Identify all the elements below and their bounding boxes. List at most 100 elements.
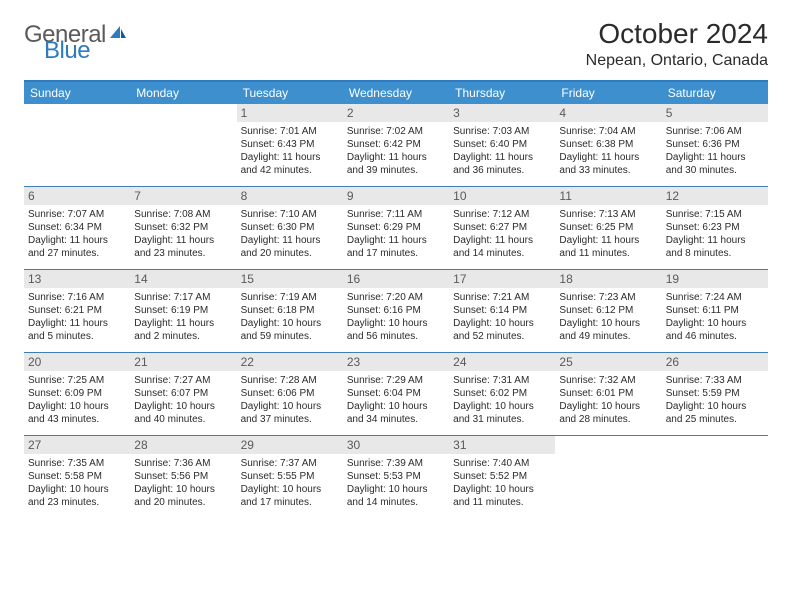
day-number: 22 xyxy=(237,353,343,371)
day-cell: 8Sunrise: 7:10 AMSunset: 6:30 PMDaylight… xyxy=(237,187,343,269)
sunset-line: Sunset: 6:04 PM xyxy=(347,387,445,400)
daylight-line: Daylight: 10 hours and 25 minutes. xyxy=(666,400,764,426)
daylight-line: Daylight: 10 hours and 31 minutes. xyxy=(453,400,551,426)
sunrise-line: Sunrise: 7:11 AM xyxy=(347,208,445,221)
sunset-line: Sunset: 6:02 PM xyxy=(453,387,551,400)
day-number: 21 xyxy=(130,353,236,371)
day-number: 12 xyxy=(662,187,768,205)
sunrise-line: Sunrise: 7:03 AM xyxy=(453,125,551,138)
location: Nepean, Ontario, Canada xyxy=(586,52,768,70)
month-title: October 2024 xyxy=(586,18,768,50)
day-cell: 10Sunrise: 7:12 AMSunset: 6:27 PMDayligh… xyxy=(449,187,555,269)
sunset-line: Sunset: 5:52 PM xyxy=(453,470,551,483)
sunrise-line: Sunrise: 7:07 AM xyxy=(28,208,126,221)
sunset-line: Sunset: 5:53 PM xyxy=(347,470,445,483)
daylight-line: Daylight: 10 hours and 34 minutes. xyxy=(347,400,445,426)
week-row: 20Sunrise: 7:25 AMSunset: 6:09 PMDayligh… xyxy=(24,353,768,436)
day-cell xyxy=(555,436,661,518)
day-number: 27 xyxy=(24,436,130,454)
day-number: 1 xyxy=(237,104,343,122)
day-cell: 4Sunrise: 7:04 AMSunset: 6:38 PMDaylight… xyxy=(555,104,661,186)
sunset-line: Sunset: 6:12 PM xyxy=(559,304,657,317)
sunrise-line: Sunrise: 7:32 AM xyxy=(559,374,657,387)
day-cell: 19 Sunrise: 7:24 AMSunset: 6:11 PMDayligh… xyxy=(662,270,768,352)
day-number: 24 xyxy=(449,353,555,371)
sunrise-line: Sunrise: 7:31 AM xyxy=(453,374,551,387)
sunrise-line: Sunrise: 7:25 AM xyxy=(28,374,126,387)
day-cell: 5Sunrise: 7:06 AMSunset: 6:36 PMDaylight… xyxy=(662,104,768,186)
daylight-line: Daylight: 10 hours and 28 minutes. xyxy=(559,400,657,426)
sunset-line: Sunset: 6:19 PM xyxy=(134,304,232,317)
day-cell: 17Sunrise: 7:21 AMSunset: 6:14 PMDayligh… xyxy=(449,270,555,352)
day-number: 3 xyxy=(449,104,555,122)
sunset-line: Sunset: 5:58 PM xyxy=(28,470,126,483)
sunset-line: Sunset: 6:01 PM xyxy=(559,387,657,400)
sunrise-line: Sunrise: 7:36 AM xyxy=(134,457,232,470)
day-number: 13 xyxy=(24,270,130,288)
day-number: 31 xyxy=(449,436,555,454)
day-cell xyxy=(24,104,130,186)
sunset-line: Sunset: 6:16 PM xyxy=(347,304,445,317)
sunrise-line: Sunrise: 7:15 AM xyxy=(666,208,764,221)
sunrise-line: Sunrise: 7:27 AM xyxy=(134,374,232,387)
sunrise-line: Sunrise: 7:16 AM xyxy=(28,291,126,304)
daylight-line: Daylight: 11 hours and 33 minutes. xyxy=(559,151,657,177)
sunrise-line: Sunrise: 7:01 AM xyxy=(241,125,339,138)
day-cell: 21Sunrise: 7:27 AMSunset: 6:07 PMDayligh… xyxy=(130,353,236,435)
week-row: 27 Sunrise: 7:35 AMSunset: 5:58 PMDayligh… xyxy=(24,436,768,518)
sunset-line: Sunset: 6:38 PM xyxy=(559,138,657,151)
sunset-line: Sunset: 6:11 PM xyxy=(666,304,764,317)
week-row: 13Sunrise: 7:16 AMSunset: 6:21 PMDayligh… xyxy=(24,270,768,353)
daylight-line: Daylight: 11 hours and 20 minutes. xyxy=(241,234,339,260)
weekday-header: Tuesday xyxy=(237,82,343,104)
day-number: 16 xyxy=(343,270,449,288)
sunset-line: Sunset: 6:23 PM xyxy=(666,221,764,234)
daylight-line: Daylight: 10 hours and 43 minutes. xyxy=(28,400,126,426)
weekday-header: Saturday xyxy=(662,82,768,104)
day-number: 2 xyxy=(343,104,449,122)
daylight-line: Daylight: 11 hours and 14 minutes. xyxy=(453,234,551,260)
sunrise-line: Sunrise: 7:13 AM xyxy=(559,208,657,221)
day-number xyxy=(130,104,236,122)
day-number: 23 xyxy=(343,353,449,371)
sunset-line: Sunset: 6:32 PM xyxy=(134,221,232,234)
day-number: 20 xyxy=(24,353,130,371)
day-cell: 28Sunrise: 7:36 AMSunset: 5:56 PMDayligh… xyxy=(130,436,236,518)
sunrise-line: Sunrise: 7:33 AM xyxy=(666,374,764,387)
sunset-line: Sunset: 6:42 PM xyxy=(347,138,445,151)
sunset-line: Sunset: 5:59 PM xyxy=(666,387,764,400)
day-cell: 14Sunrise: 7:17 AMSunset: 6:19 PMDayligh… xyxy=(130,270,236,352)
day-number: 26 xyxy=(662,353,768,371)
sunset-line: Sunset: 6:25 PM xyxy=(559,221,657,234)
daylight-line: Daylight: 10 hours and 37 minutes. xyxy=(241,400,339,426)
day-cell: 30Sunrise: 7:39 AMSunset: 5:53 PMDayligh… xyxy=(343,436,449,518)
day-number xyxy=(24,104,130,122)
day-number: 9 xyxy=(343,187,449,205)
sunset-line: Sunset: 6:07 PM xyxy=(134,387,232,400)
day-number: 19 xyxy=(662,270,768,288)
day-cell: 16Sunrise: 7:20 AMSunset: 6:16 PMDayligh… xyxy=(343,270,449,352)
sunrise-line: Sunrise: 7:39 AM xyxy=(347,457,445,470)
day-cell: 15Sunrise: 7:19 AMSunset: 6:18 PMDayligh… xyxy=(237,270,343,352)
sail-icon xyxy=(108,24,128,40)
daylight-line: Daylight: 11 hours and 8 minutes. xyxy=(666,234,764,260)
day-cell: 1Sunrise: 7:01 AMSunset: 6:43 PMDaylight… xyxy=(237,104,343,186)
daylight-line: Daylight: 10 hours and 46 minutes. xyxy=(666,317,764,343)
daylight-line: Daylight: 11 hours and 17 minutes. xyxy=(347,234,445,260)
sunset-line: Sunset: 6:30 PM xyxy=(241,221,339,234)
sunrise-line: Sunrise: 7:35 AM xyxy=(28,457,126,470)
daylight-line: Daylight: 10 hours and 23 minutes. xyxy=(28,483,126,509)
day-cell xyxy=(130,104,236,186)
logo: General Blue xyxy=(24,24,128,61)
sunset-line: Sunset: 5:56 PM xyxy=(134,470,232,483)
sunrise-line: Sunrise: 7:23 AM xyxy=(559,291,657,304)
weeks-container: 1Sunrise: 7:01 AMSunset: 6:43 PMDaylight… xyxy=(24,104,768,518)
day-number: 4 xyxy=(555,104,661,122)
sunrise-line: Sunrise: 7:24 AM xyxy=(666,291,764,304)
daylight-line: Daylight: 11 hours and 2 minutes. xyxy=(134,317,232,343)
day-number xyxy=(662,436,768,454)
sunset-line: Sunset: 6:40 PM xyxy=(453,138,551,151)
day-cell: 26 Sunrise: 7:33 AMSunset: 5:59 PMDayligh… xyxy=(662,353,768,435)
day-cell: 23Sunrise: 7:29 AMSunset: 6:04 PMDayligh… xyxy=(343,353,449,435)
daylight-line: Daylight: 11 hours and 23 minutes. xyxy=(134,234,232,260)
